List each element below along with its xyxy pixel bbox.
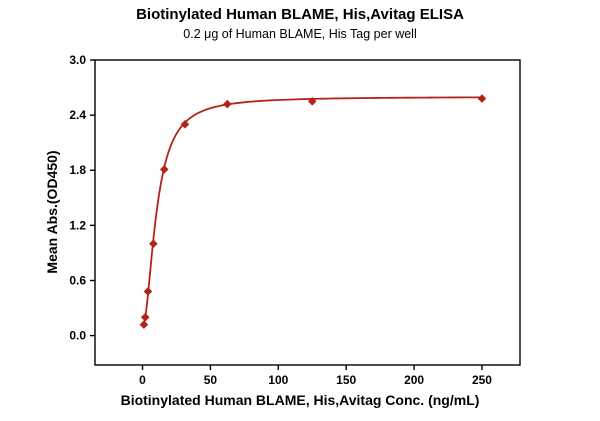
data-point	[139, 320, 149, 329]
data-point	[143, 287, 153, 296]
data-point	[159, 165, 169, 174]
data-point	[180, 120, 190, 129]
x-tick-label: 150	[336, 373, 356, 387]
data-point	[149, 239, 158, 249]
x-axis-label: Biotinylated Human BLAME, His,Avitag Con…	[120, 392, 480, 408]
y-tick-label: 3.0	[69, 53, 86, 67]
y-tick-label: 2.4	[69, 108, 86, 122]
y-tick-label: 0.6	[69, 273, 86, 287]
x-tick-label: 0	[139, 373, 146, 387]
y-tick-label: 1.8	[69, 163, 86, 177]
y-tick-label: 0.0	[69, 329, 86, 343]
data-point	[140, 312, 150, 322]
x-tick-label: 100	[268, 373, 288, 387]
data-point	[307, 97, 317, 106]
x-tick-label: 50	[204, 373, 218, 387]
data-point	[223, 99, 232, 109]
chart-subtitle: 0.2 μg of Human BLAME, His Tag per well	[183, 27, 417, 41]
x-tick-label: 200	[404, 373, 424, 387]
data-point	[477, 94, 487, 103]
fit-curve	[142, 96, 482, 327]
plot-frame	[94, 59, 521, 366]
chart-title: Biotinylated Human BLAME, His,Avitag ELI…	[136, 6, 464, 23]
x-tick-label: 250	[472, 373, 492, 387]
y-tick-label: 1.2	[69, 218, 86, 232]
